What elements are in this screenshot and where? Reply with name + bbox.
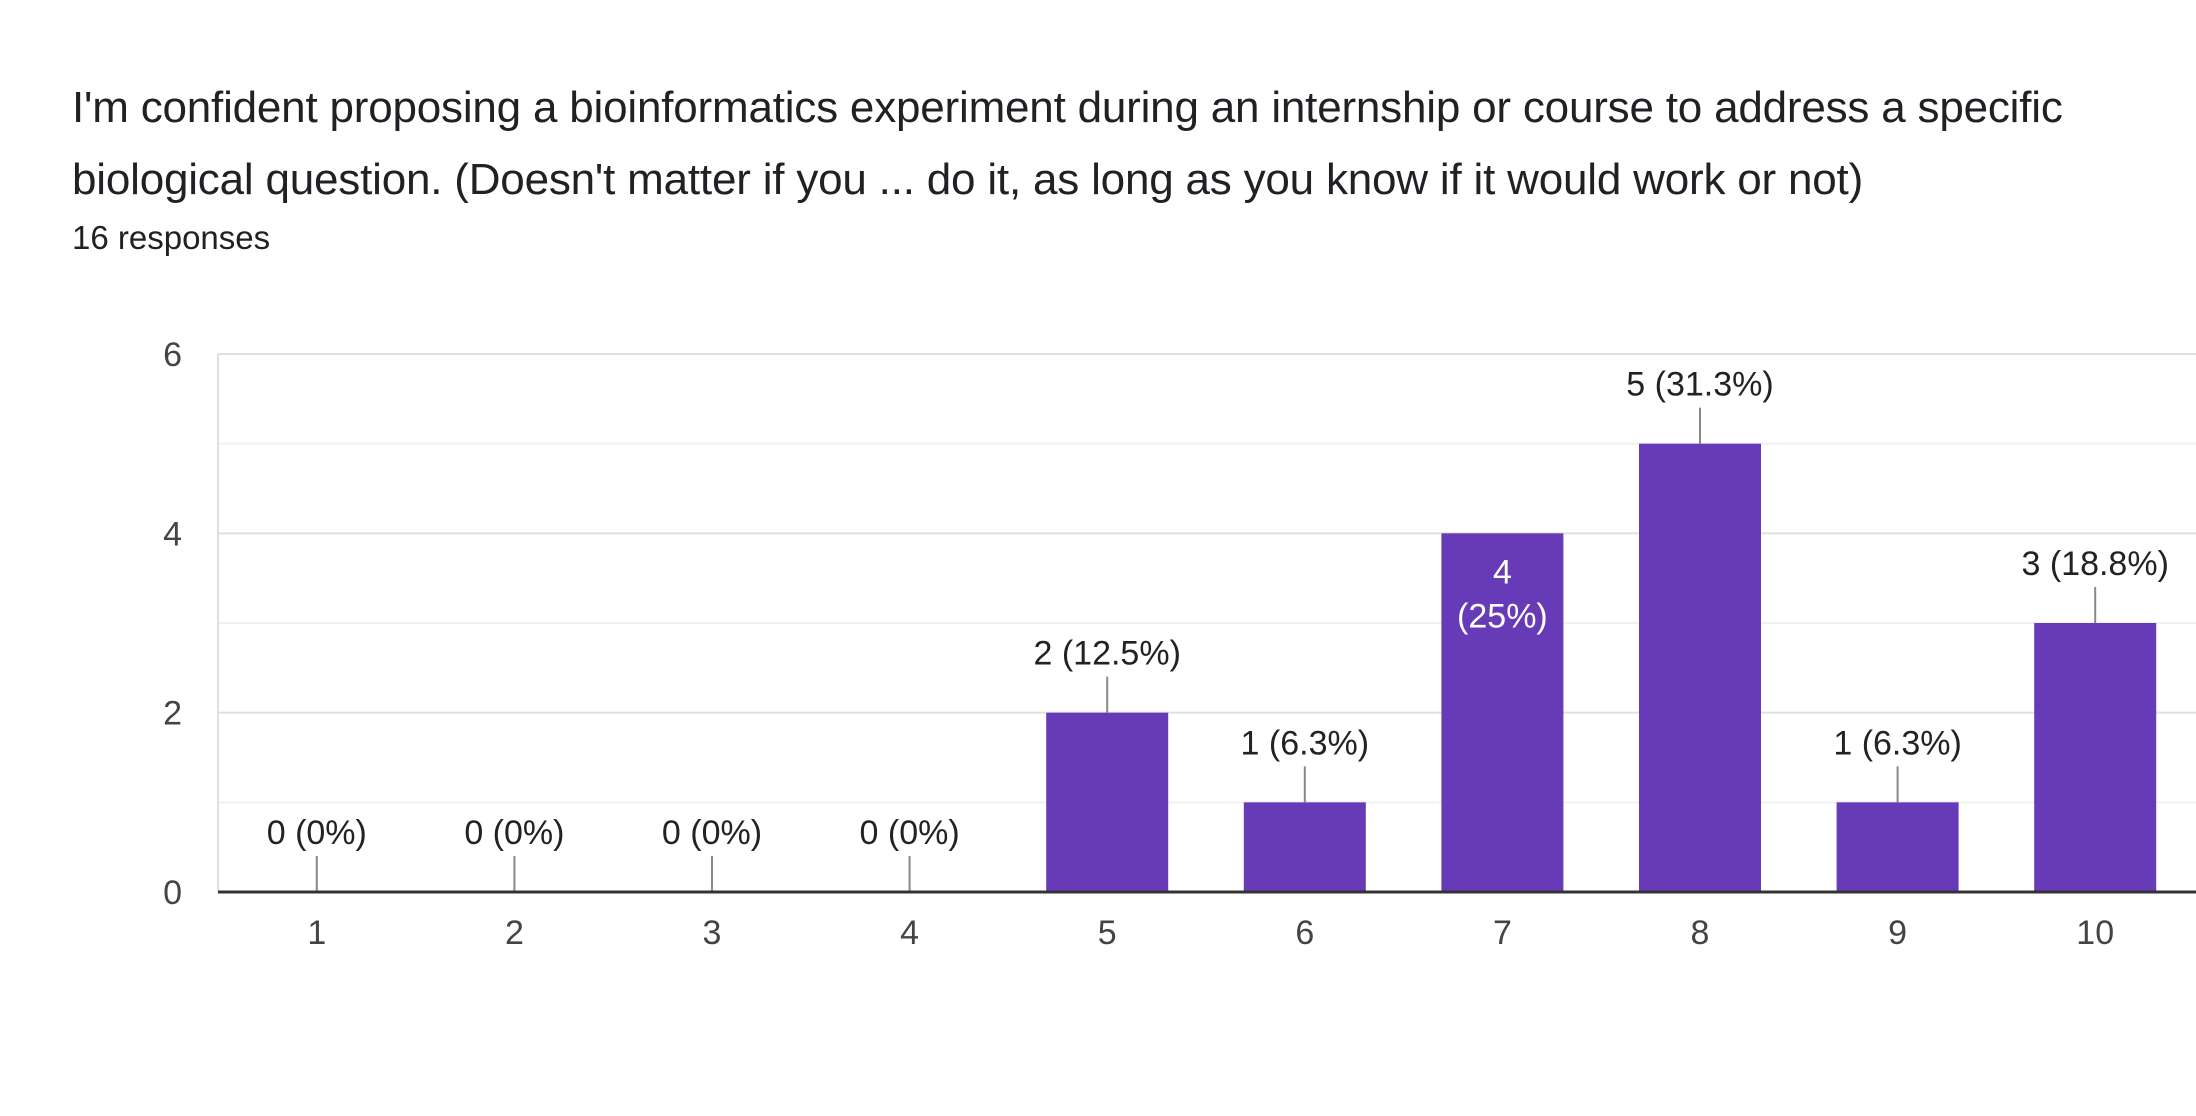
x-tick-label: 2 [505, 914, 524, 952]
data-label: 0 (0%) [464, 814, 564, 852]
x-tick-label: 10 [2076, 914, 2114, 952]
bars [1046, 443, 2157, 892]
bar [1441, 533, 1564, 892]
data-label: 2 (12.5%) [1033, 635, 1180, 673]
question-title: I'm confident proposing a bioinformatics… [72, 83, 2063, 204]
bar [1836, 802, 1959, 892]
data-label: 5 (31.3%) [1626, 366, 1773, 404]
bar [1639, 443, 1761, 892]
data-label: 1 (6.3%) [1833, 724, 1962, 762]
x-tick-label: 4 [900, 914, 919, 952]
x-tick-label: 9 [1888, 914, 1907, 952]
x-tick-label: 1 [307, 914, 326, 952]
y-tick-label: 4 [163, 515, 182, 553]
data-label: 4 [1493, 553, 1512, 591]
data-label: 3 (18.8%) [2021, 545, 2168, 583]
data-label-percent: (25%) [1457, 597, 1548, 635]
data-label: 1 (6.3%) [1241, 724, 1370, 762]
x-tick-label: 7 [1493, 914, 1512, 952]
bar [1243, 802, 1366, 892]
bar [2034, 623, 2157, 892]
data-labels: 0 (0%) 0 (0%) 0 (0%) 0 (0%) 2 (12.5%) 1 (6.3%… [267, 366, 2169, 892]
x-tick-label: 5 [1098, 914, 1117, 952]
x-tick-label: 3 [703, 914, 722, 952]
y-tick-label: 6 [163, 336, 182, 374]
y-tick-label: 0 [163, 874, 182, 912]
bar [1046, 712, 1169, 892]
data-label: 0 (0%) [662, 814, 762, 852]
axes: 0 2 4 6 1 2 3 4 5 6 7 8 9 10 [163, 336, 2196, 952]
data-label: 0 (0%) [267, 814, 367, 852]
y-tick-label: 2 [163, 695, 182, 733]
x-tick-label: 8 [1691, 914, 1710, 952]
data-label: 0 (0%) [860, 814, 960, 852]
x-tick-label: 6 [1295, 914, 1314, 952]
response-count: 16 responses [72, 219, 271, 256]
